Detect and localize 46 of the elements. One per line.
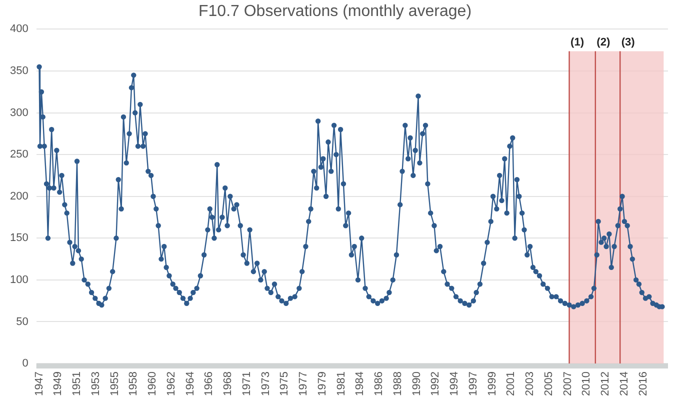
x-tick-label: 1997 xyxy=(467,372,480,396)
x-tick-label: 2007 xyxy=(562,372,574,396)
x-tick-label: 1951 xyxy=(71,372,84,396)
x-tick-label: 1947 xyxy=(33,372,46,396)
x-tick-label: 1968 xyxy=(222,372,234,396)
x-tick-label: 1992 xyxy=(430,372,442,396)
chart-title: F10.7 Observations (monthly average) xyxy=(198,3,472,20)
x-tick-label: 1971 xyxy=(240,372,253,396)
x-tick-label: 1964 xyxy=(184,372,196,396)
x-tick-label: 2003 xyxy=(524,372,536,396)
x-tick-label: 2014 xyxy=(618,372,630,396)
x-tick-label: 1955 xyxy=(108,372,121,396)
x-tick-label: 1962 xyxy=(165,372,178,396)
y-tick-label: 300 xyxy=(10,106,28,119)
x-tick-label: 1999 xyxy=(486,372,498,396)
x-tick-label: 1986 xyxy=(373,372,386,396)
x-tick-label: 2001 xyxy=(505,372,518,396)
x-tick-label: 2016 xyxy=(637,372,650,396)
y-tick-label: 100 xyxy=(10,274,28,286)
x-tick-label: 1981 xyxy=(335,372,348,396)
ref-line-label: (3) xyxy=(621,36,636,49)
y-tick-label: 350 xyxy=(10,65,28,78)
x-tick-label: 1966 xyxy=(203,372,216,396)
x-tick-label: 1949 xyxy=(52,372,64,396)
x-tick-label: 1958 xyxy=(128,372,140,396)
x-tick-label: 1984 xyxy=(354,372,366,396)
y-tick-label: 0 xyxy=(22,358,28,370)
ref-line-label: (2) xyxy=(596,36,610,49)
x-tick-label: 1973 xyxy=(260,372,272,396)
x-tick-label: 1988 xyxy=(392,372,404,396)
ref-line-label: (1) xyxy=(570,36,584,49)
x-tick-label: 1994 xyxy=(448,372,461,396)
x-tick-label: 1953 xyxy=(90,372,102,396)
y-tick-label: 400 xyxy=(10,23,28,36)
x-tick-label: 2010 xyxy=(580,372,593,396)
x-tick-label: 1979 xyxy=(316,372,328,396)
y-tick-label: 200 xyxy=(10,190,28,202)
x-tick-label: 1975 xyxy=(278,372,291,396)
x-tick-label: 1990 xyxy=(410,372,423,396)
x-tick-label: 1960 xyxy=(146,372,159,396)
x-tick-label: 2012 xyxy=(600,372,612,396)
x-tick-label: 2005 xyxy=(542,372,555,396)
y-tick-label: 50 xyxy=(16,316,28,328)
y-tick-label: 150 xyxy=(10,232,28,244)
y-tick-label: 250 xyxy=(10,148,28,161)
x-tick-label: 1977 xyxy=(298,372,310,396)
